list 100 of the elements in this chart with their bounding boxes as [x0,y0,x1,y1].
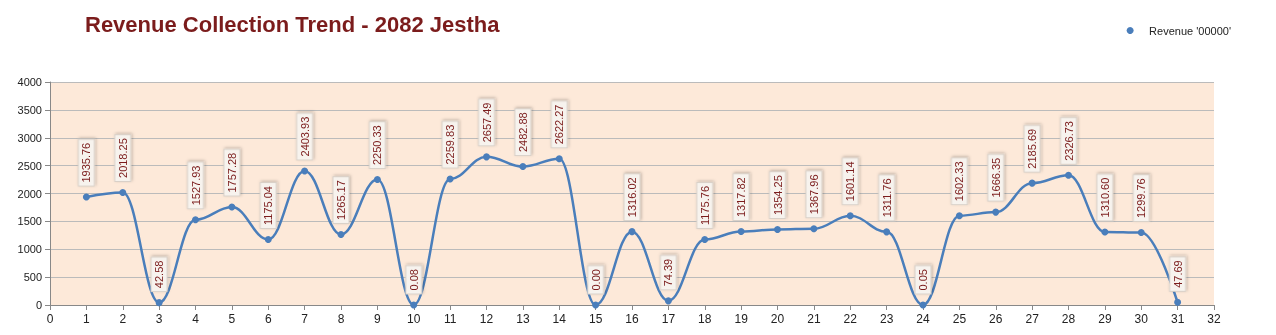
x-tick-label: 14 [552,312,567,326]
point [192,216,199,224]
data-label: 2018.25 [116,138,129,178]
x-tick-label: 26 [989,312,1003,326]
data-label: 1367.96 [807,174,820,215]
data-label: 2259.83 [444,124,457,165]
x-tick-label: 18 [698,312,712,326]
point [992,208,1000,216]
data-label: 1299.76 [1135,178,1148,219]
x-tick-label: 19 [734,312,749,326]
data-label: 47.69 [1171,260,1184,288]
data-label: 1265.17 [335,180,347,220]
point [519,163,527,171]
y-tick-label: 3500 [17,103,42,116]
data-label: 1175.04 [262,186,275,225]
point [664,297,672,305]
chart-title: Revenue Collection Trend - 2082 Jestha [85,11,501,37]
x-tick-label: 22 [843,312,858,326]
y-tick-label: 2500 [17,159,42,172]
x-tick-label: 5 [228,312,236,326]
x-tick-label: 28 [1061,312,1076,326]
data-label: 2482.88 [516,112,529,153]
data-label: 1175.76 [698,186,711,225]
x-tick-label: 29 [1098,312,1112,326]
x-tick-label: 0 [46,312,54,326]
data-label: 74.39 [662,258,675,287]
x-tick-label: 12 [479,312,494,326]
data-label: 1757.28 [225,152,238,193]
x-tick-label: 11 [443,312,457,326]
point [592,301,600,309]
data-label: 2326.73 [1062,121,1075,161]
data-label: 2250.33 [371,125,384,166]
point [483,153,490,161]
y-tick-label: 0 [35,299,42,311]
point [301,167,309,175]
data-label: 1310.60 [1098,177,1111,218]
y-tick-label: 500 [23,271,42,284]
data-label: 42.58 [153,260,166,289]
point [846,212,854,220]
y-tick-label: 1000 [17,243,42,256]
data-label: 1316.02 [626,177,638,218]
point [155,299,163,307]
point [628,228,636,236]
legend-label: Revenue '00000' [1149,24,1232,37]
x-tick-label: 24 [916,312,930,326]
point [701,235,709,243]
data-label: 1317.82 [735,177,748,218]
x-tick-label: 8 [337,312,345,326]
x-tick-label: 21 [807,312,821,326]
point [737,228,745,236]
point [337,230,345,238]
x-tick-label: 15 [588,312,603,326]
y-tick-label: 2000 [17,187,42,200]
point [774,226,781,233]
data-label: 2185.69 [1026,128,1039,169]
point [264,235,272,243]
x-tick-label: 16 [625,312,639,326]
x-tick-label: 1 [83,312,91,326]
data-label: 1354.25 [771,175,784,215]
x-tick-label: 32 [1207,312,1221,326]
point [373,176,381,184]
point [810,225,818,233]
x-tick-label: 23 [879,312,894,326]
data-label: 1311.76 [880,178,893,218]
data-label: 0.08 [407,269,420,291]
data-label: 2403.93 [298,116,311,157]
point [1174,298,1182,306]
point [82,193,90,201]
x-tick-label: 3 [155,312,163,326]
point [955,212,963,220]
data-label: 2657.49 [480,102,493,143]
data-label: 2622.27 [553,104,566,145]
point [555,155,563,163]
point [1101,228,1109,236]
x-tick-label: 10 [407,312,421,326]
point [410,301,418,309]
x-tick-label: 20 [770,312,785,326]
x-tick-label: 31 [1170,312,1185,326]
x-tick-label: 13 [516,312,530,326]
x-tick-label: 30 [1134,312,1149,326]
data-label: 0.05 [917,269,929,291]
x-tick-label: 9 [374,312,382,326]
data-label: 1601.14 [844,161,857,202]
point [119,188,127,196]
point [1065,171,1072,179]
x-tick-label: 6 [264,312,272,326]
point [883,228,891,236]
y-tick-label: 4000 [17,76,42,88]
data-label: 0.00 [589,269,602,291]
point [228,203,236,211]
x-tick-label: 7 [301,312,309,326]
data-label: 1935.76 [80,142,93,183]
data-label: 1527.93 [189,165,202,206]
x-tick-label: 17 [661,312,676,326]
data-label: 1666.35 [989,157,1002,198]
x-tick-label: 25 [952,312,967,326]
y-tick-label: 1500 [17,215,42,228]
x-tick-label: 27 [1025,312,1040,326]
data-label: 1602.33 [953,161,966,202]
point [1028,179,1036,187]
